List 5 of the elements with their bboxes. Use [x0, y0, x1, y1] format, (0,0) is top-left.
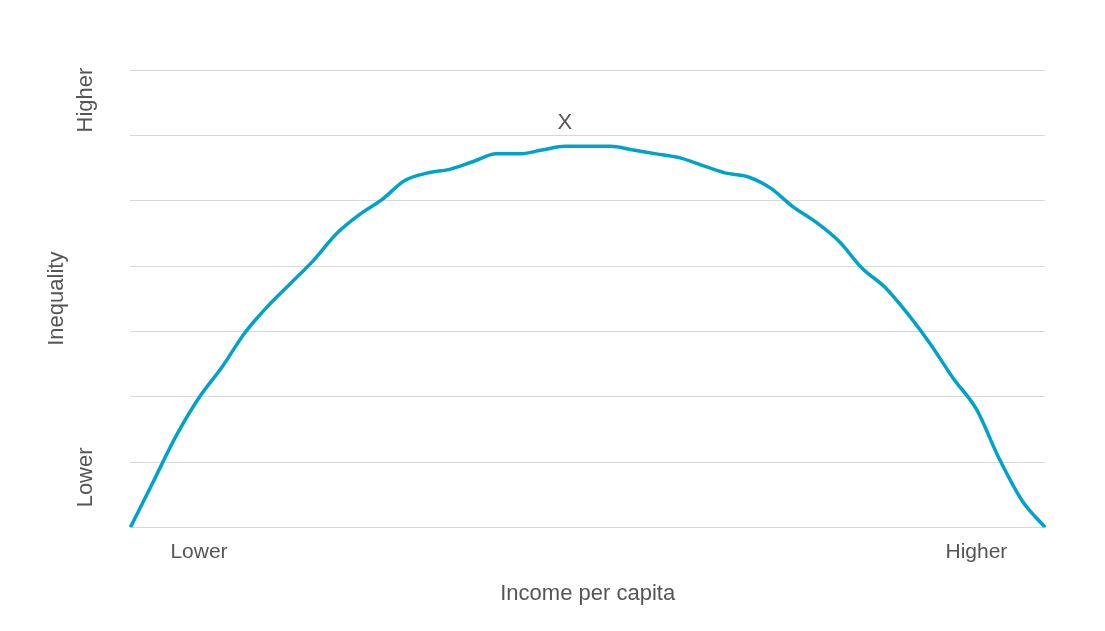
text: X [557, 109, 573, 135]
y-axis-title: Inequality [43, 251, 69, 346]
text: Lower [72, 447, 98, 508]
text: Higher [72, 67, 98, 133]
x-axis-title: Income per capita [500, 579, 676, 605]
